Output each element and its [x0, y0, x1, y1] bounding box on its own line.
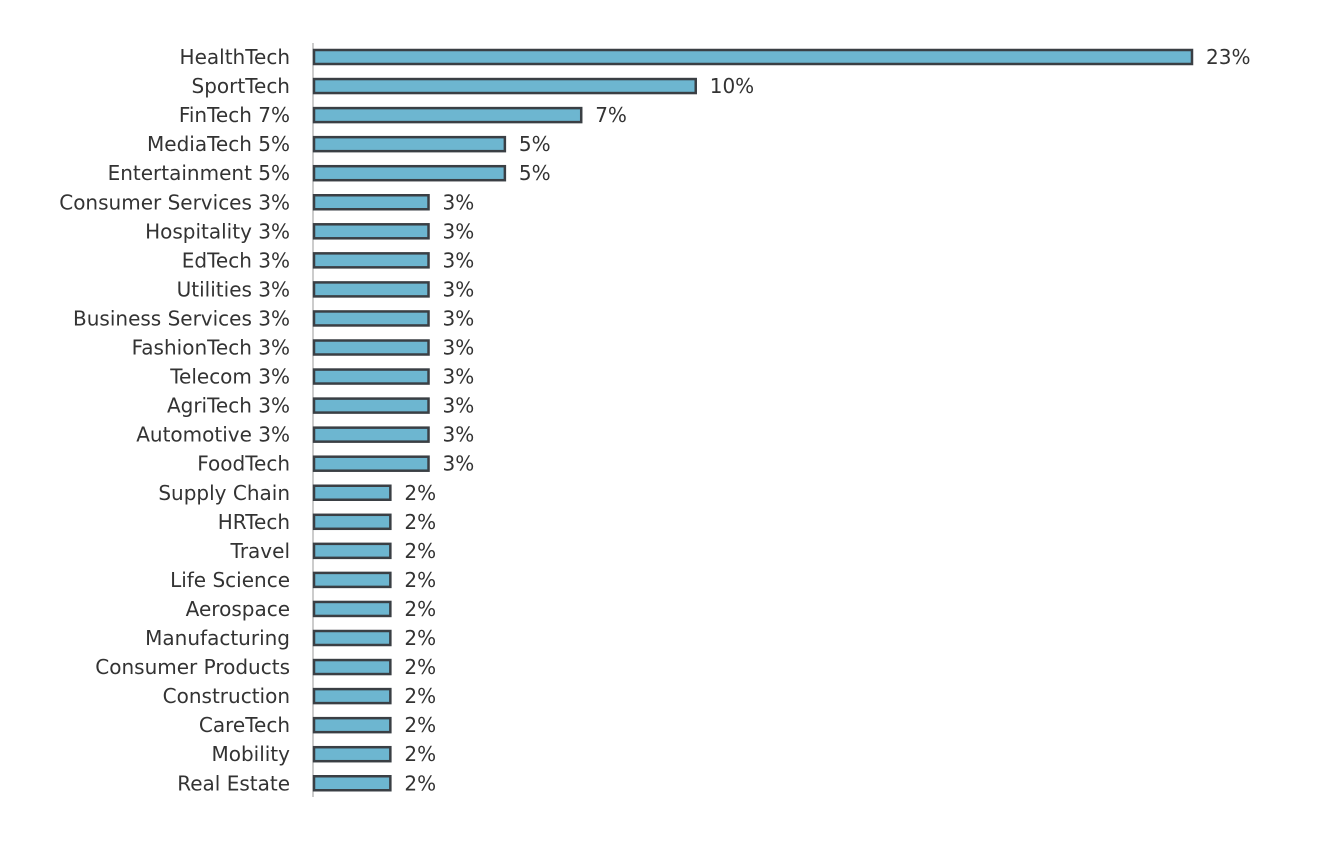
bar	[312, 629, 392, 647]
value-label: 2%	[404, 742, 436, 766]
value-label: 7%	[595, 103, 627, 127]
category-label: Consumer Services 3%	[59, 190, 290, 214]
category-label: EdTech 3%	[182, 248, 290, 272]
bar	[312, 194, 430, 211]
value-label: 2%	[404, 597, 436, 621]
category-label: FoodTech	[197, 452, 290, 476]
value-label: 23%	[1206, 45, 1250, 69]
bar	[312, 745, 392, 763]
value-label: 2%	[404, 713, 436, 737]
category-label: Telecom 3%	[169, 365, 290, 389]
category-labels: HealthTech SportTech FinTech 7% MediaTech 5…	[59, 45, 290, 795]
bar	[312, 687, 392, 705]
category-label: CareTech	[199, 713, 290, 737]
bar	[312, 513, 392, 531]
value-labels: 23% 10% 7% 5% 5% 3% 3% 3% 3% 3% 3% 3% 3% 3% 3% 2% 2% 2% 2%…	[404, 45, 1250, 795]
value-label: 2%	[404, 568, 436, 592]
bar	[312, 135, 507, 153]
bar	[312, 600, 392, 618]
category-label: Mobility	[211, 742, 290, 766]
bar	[312, 48, 1194, 66]
category-label: Hospitality 3%	[145, 219, 290, 243]
category-label: HealthTech	[180, 45, 290, 69]
category-label: Entertainment 5%	[108, 161, 290, 185]
value-label: 3%	[443, 277, 475, 301]
category-label: Utilities 3%	[177, 277, 290, 301]
value-label: 3%	[443, 452, 475, 476]
category-label: FashionTech 3%	[132, 336, 290, 360]
value-label: 3%	[443, 336, 475, 360]
category-label: Manufacturing	[145, 626, 290, 650]
value-label: 3%	[443, 306, 475, 330]
category-label: MediaTech 5%	[147, 132, 290, 156]
value-label: 2%	[404, 684, 436, 708]
value-label: 3%	[443, 423, 475, 447]
category-label: HRTech	[218, 510, 290, 534]
value-label: 2%	[404, 539, 436, 563]
value-label: 2%	[404, 626, 436, 650]
bar	[312, 658, 392, 676]
category-label: Automotive 3%	[136, 423, 290, 447]
category-label: SportTech	[192, 74, 291, 98]
bar	[312, 77, 697, 95]
bar	[312, 542, 392, 560]
value-label: 5%	[519, 161, 551, 185]
category-label: Supply Chain	[158, 481, 290, 505]
bar	[312, 368, 430, 385]
category-label: Consumer Products	[95, 655, 290, 679]
bar	[312, 164, 507, 182]
value-label: 3%	[443, 365, 475, 389]
bar	[312, 223, 430, 240]
category-label: Business Services 3%	[73, 306, 290, 330]
category-label: Real Estate	[177, 771, 290, 795]
bar	[312, 339, 430, 356]
value-label: 2%	[404, 510, 436, 534]
category-label: AgriTech 3%	[167, 394, 290, 418]
bar	[312, 775, 392, 792]
category-label: Life Science	[170, 568, 290, 592]
value-label: 3%	[443, 219, 475, 243]
bar	[312, 397, 430, 414]
value-label: 10%	[710, 74, 754, 98]
bar	[312, 426, 430, 443]
category-label: Aerospace	[186, 597, 290, 621]
bar	[312, 106, 583, 124]
value-label: 2%	[404, 655, 436, 679]
value-label: 2%	[404, 481, 436, 505]
bar	[312, 252, 430, 269]
value-label: 3%	[443, 248, 475, 272]
bar	[312, 281, 430, 298]
bars-group	[312, 48, 1194, 792]
value-label: 5%	[519, 132, 551, 156]
category-label: FinTech 7%	[179, 103, 290, 127]
category-label: Travel	[230, 539, 290, 563]
bar	[312, 716, 392, 734]
bar	[312, 571, 392, 589]
value-label: 2%	[404, 771, 436, 795]
value-label: 3%	[443, 394, 475, 418]
bar	[312, 455, 430, 472]
bar	[312, 310, 430, 327]
value-label: 3%	[443, 190, 475, 214]
category-label: Construction	[163, 684, 290, 708]
bar	[312, 484, 392, 501]
